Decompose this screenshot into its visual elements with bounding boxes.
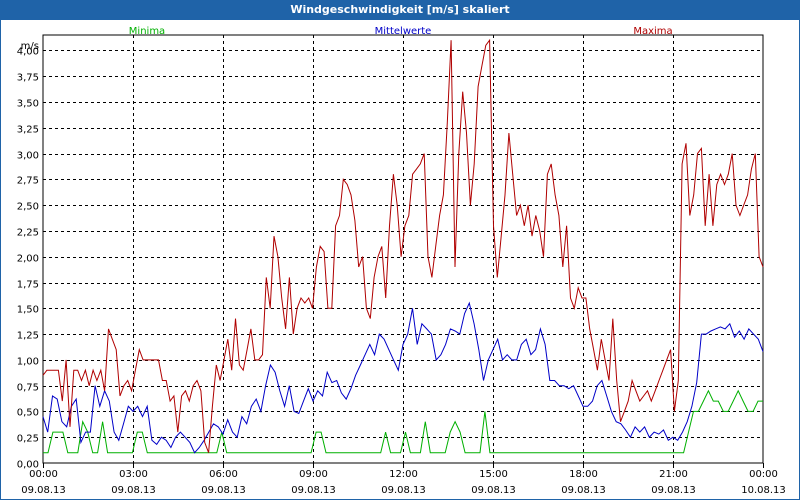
plot-area (42, 34, 764, 464)
y-tick-label: 3,00 (17, 151, 39, 162)
x-tick-label-time: 03:00 (119, 469, 148, 480)
y-tick-label: 1,50 (17, 305, 39, 316)
y-tick-label: 0,25 (17, 434, 39, 445)
y-tick-label: 2,00 (17, 254, 39, 265)
line-chart: 0,00 0,25 0,50 0,75 1,00 1,25 1,50 1,75 2,00 2,25… (17, 26, 786, 496)
y-tick-label: 3,25 (17, 125, 39, 136)
x-tick-label-date: 09.08.13 (651, 485, 696, 496)
y-tick-label: 2,50 (17, 202, 39, 213)
legend-mittelwerte: Mittelwerte (375, 26, 432, 37)
legend-minima: Minima (129, 26, 165, 37)
x-tick-label-time: 00:00 (29, 469, 58, 480)
y-tick-label: 0,50 (17, 408, 39, 419)
y-tick-label: 2,75 (17, 176, 39, 187)
chart-title: Windgeschwindigkeit [m/s] skaliert (0, 0, 800, 20)
x-tick-label-time: 21:00 (659, 469, 688, 480)
y-tick-label: 2,25 (17, 228, 39, 239)
y-tick-label: 1,75 (17, 280, 39, 291)
x-tick-label-date: 09.08.13 (381, 485, 426, 496)
x-tick-label-time: 00:00 (749, 469, 778, 480)
x-tick-label-date: 09.08.13 (111, 485, 156, 496)
x-tick-label-date: 09.08.13 (561, 485, 606, 496)
series-line-minima (43, 389, 763, 454)
series-line-mittelwerte (42, 301, 764, 454)
x-tick-label-time: 06:00 (209, 469, 238, 480)
x-tick-label-date: 09.08.13 (21, 485, 66, 496)
x-tick-label-date: 09.08.13 (471, 485, 516, 496)
y-tick-label: 1,00 (17, 357, 39, 368)
x-tick-label-date: 09.08.13 (291, 485, 336, 496)
y-tick-label: 3,50 (17, 99, 39, 110)
series-line-maxima (42, 38, 764, 453)
x-tick-label-time: 18:00 (569, 469, 598, 480)
y-tick-label: 0,00 (17, 460, 39, 471)
x-tick-label-time: 12:00 (389, 469, 418, 480)
y-tick-label: 1,25 (17, 331, 39, 342)
x-tick-label-date: 10.08.13 (741, 485, 786, 496)
y-axis-label: m/s (21, 41, 39, 52)
y-tick-label: 4,00 (17, 47, 39, 58)
y-tick-label: 3,75 (17, 73, 39, 84)
x-tick-label-time: 09:00 (299, 469, 328, 480)
legend-maxima: Maxima (633, 26, 672, 37)
x-tick-label-date: 09.08.13 (201, 485, 246, 496)
chart-frame: 0,00 0,25 0,50 0,75 1,00 1,25 1,50 1,75 2,00 2,25… (0, 20, 800, 500)
y-tick-label: 0,75 (17, 383, 39, 394)
x-tick-label-time: 15:00 (479, 469, 508, 480)
